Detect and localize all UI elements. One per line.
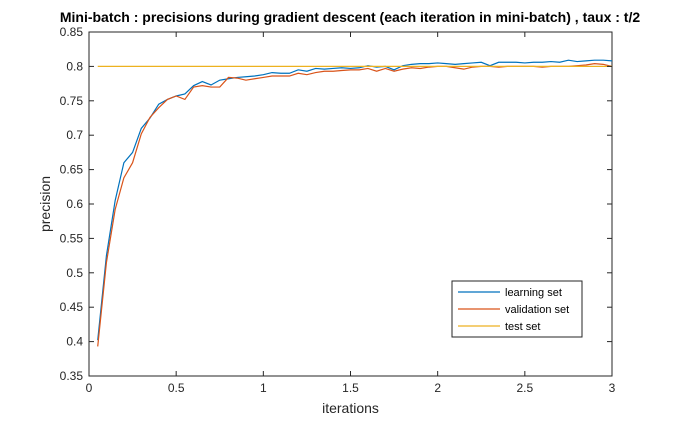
y-tick-label: 0.85 — [60, 25, 84, 39]
x-tick-label: 1 — [260, 381, 267, 395]
x-tick-label: 2 — [434, 381, 441, 395]
y-tick-label: 0.7 — [66, 128, 83, 142]
y-tick-label: 0.5 — [66, 266, 83, 280]
x-tick-label: 0 — [86, 381, 93, 395]
legend: learning set validation set test set — [451, 280, 583, 338]
legend-label-test-set: test set — [505, 321, 540, 333]
x-tick-label: 2.5 — [516, 381, 533, 395]
y-axis: 0.35 0.4 0.45 0.5 0.55 0.6 0.65 0.7 0.75 0.8 0.85 — [60, 25, 612, 383]
series-line-learning-set — [97, 59, 613, 341]
legend-label-validation-set: validation set — [505, 304, 569, 316]
legend-label-learning-set: learning set — [505, 287, 562, 299]
y-tick-label: 0.4 — [66, 335, 83, 349]
plot-area: 0 0.5 1 1.5 2 2.5 3 0.350.40.450.50.550.60.650… — [60, 25, 616, 395]
y-tick-label: 0.65 — [60, 163, 84, 177]
series-layer — [97, 59, 613, 347]
x-axis-label: iterations — [322, 400, 379, 416]
x-tick-label: 1.5 — [342, 381, 359, 395]
y-tick-label: 0.6 — [66, 197, 83, 211]
chart-title: Mini-batch : precisions during gradient … — [60, 9, 641, 25]
x-tick-label: 0.5 — [168, 381, 185, 395]
y-tick-label: 0.75 — [60, 94, 84, 108]
y-tick-label: 0.8 — [66, 59, 83, 73]
y-tick-label: 0.55 — [60, 231, 84, 245]
y-tick-label: 0.45 — [60, 300, 84, 314]
y-tick-label: 0.35 — [60, 369, 84, 383]
y-axis-label: precision — [37, 176, 53, 232]
x-tick-label: 3 — [609, 381, 616, 395]
x-axis: 0 0.5 1 1.5 2 2.5 3 — [86, 32, 616, 395]
